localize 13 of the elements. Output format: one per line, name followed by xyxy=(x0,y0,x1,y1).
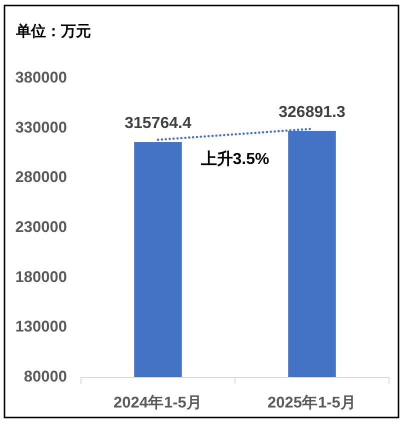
y-tick-label: 230000 xyxy=(15,219,67,236)
y-tick-label: 180000 xyxy=(15,268,67,286)
data-label: 315764.4 xyxy=(124,115,192,132)
annotation: 上升3.5% xyxy=(200,150,270,168)
data-label: 326891.3 xyxy=(278,104,346,121)
y-tick-label: 280000 xyxy=(15,169,67,186)
y-axis-title: 单位：万元 xyxy=(15,23,91,40)
y-tick-label: 380000 xyxy=(15,70,67,86)
x-tick-label: 2025年1-5月 xyxy=(268,394,356,412)
y-tick-label: 80000 xyxy=(24,368,67,386)
y-tick-label: 330000 xyxy=(15,119,67,136)
x-tick-label: 2024年1-5月 xyxy=(114,394,202,412)
y-tick-label: 130000 xyxy=(15,318,67,336)
